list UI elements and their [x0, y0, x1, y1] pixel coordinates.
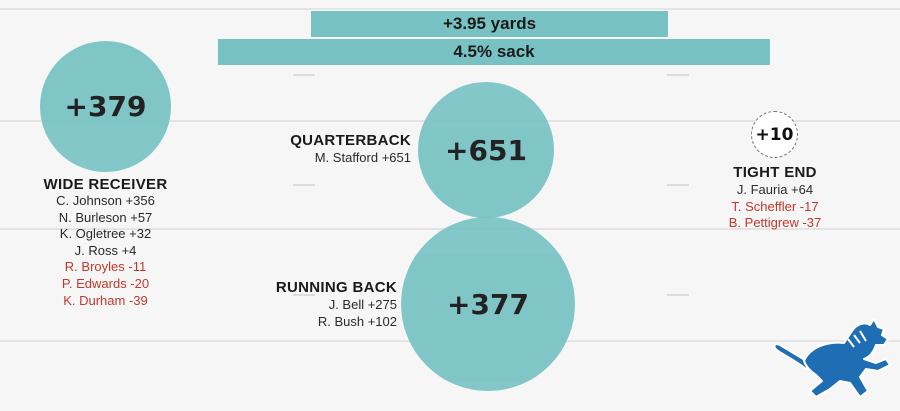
- player-row: K. Ogletree +32: [59, 226, 152, 242]
- running-back-title: RUNNING BACK: [275, 279, 397, 296]
- hash-mark: [293, 294, 315, 296]
- sack-bar: 4.5% sack: [218, 39, 770, 65]
- wide-receiver-total: +379: [64, 90, 147, 123]
- yards-label: +3.95 yards: [442, 14, 537, 33]
- wide-receiver-player-list: C. Johnson +356 N. Burleson +57 K. Oglet…: [30, 193, 181, 309]
- tight-end-player-list: J. Fauria +64 T. Scheffler -17 B. Pettig…: [700, 182, 850, 232]
- wide-receiver-title: WIDE RECEIVER: [43, 176, 168, 193]
- player-row: J. Fauria +64: [736, 182, 814, 197]
- hash-mark: [667, 184, 689, 186]
- running-back-bubble: +377: [401, 217, 575, 391]
- quarterback-player-list: M. Stafford +651: [240, 150, 411, 167]
- quarterback-total: +651: [445, 133, 527, 167]
- player-row: J. Bell +275: [328, 297, 397, 312]
- player-row: P. Edwards -20: [61, 275, 150, 291]
- tight-end-total: +10: [755, 124, 794, 145]
- player-row: C. Johnson +356: [56, 193, 155, 208]
- player-row: J. Ross +4: [74, 242, 137, 258]
- wide-receiver-bubble: +379: [40, 41, 171, 172]
- hash-mark: [293, 74, 315, 76]
- quarterback-bubble: +651: [418, 82, 554, 218]
- running-back-player-list: J. Bell +275 R. Bush +102: [230, 297, 397, 330]
- hash-mark: [293, 184, 315, 186]
- player-row: R. Bush +102: [317, 313, 397, 329]
- hash-mark: [667, 294, 689, 296]
- player-row: T. Scheffler -17: [731, 198, 819, 214]
- tight-end-title: TIGHT END: [733, 164, 817, 181]
- player-row: M. Stafford +651: [314, 150, 411, 165]
- lion-logo-icon: [773, 318, 891, 398]
- quarterback-title: QUARTERBACK: [290, 132, 411, 149]
- player-row: N. Burleson +57: [58, 209, 153, 225]
- tight-end-bubble: +10: [751, 111, 798, 158]
- player-row: R. Broyles -11: [64, 259, 147, 275]
- hash-mark: [667, 74, 689, 76]
- player-row: K. Durham -39: [63, 292, 148, 308]
- running-back-total: +377: [447, 287, 529, 321]
- sack-label: 4.5% sack: [453, 42, 535, 61]
- yard-line: [0, 8, 900, 10]
- player-row: B. Pettigrew -37: [728, 215, 822, 231]
- yards-bar: +3.95 yards: [311, 11, 668, 37]
